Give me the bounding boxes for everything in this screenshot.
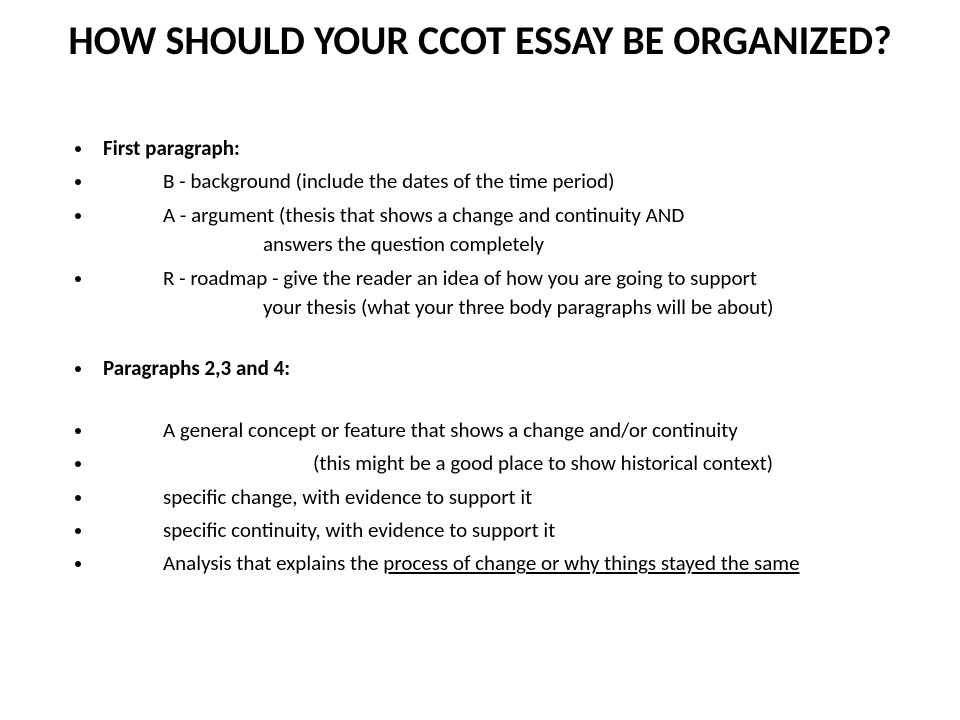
b-background-line: B - background (include the dates of the… [103, 167, 614, 196]
bullet-icon [75, 495, 81, 501]
spacer [75, 388, 910, 416]
bullet-icon [75, 461, 81, 467]
list-item: Analysis that explains the process of ch… [75, 549, 910, 578]
slide-content: First paragraph: B - background (include… [50, 134, 910, 579]
list-item: R - roadmap - give the reader an idea of… [75, 264, 910, 323]
slide: HOW SHOULD YOUR CCOT ESSAY BE ORGANIZED?… [0, 0, 960, 720]
list-item: specific continuity, with evidence to su… [75, 516, 910, 545]
general-concept-line: A general concept or feature that shows … [103, 416, 738, 445]
section-header-first-paragraph: First paragraph: [103, 134, 240, 163]
bullet-icon [75, 213, 81, 219]
a-argument-line: A - argument (thesis that shows a change… [103, 201, 684, 260]
spacer [75, 326, 910, 354]
bullet-icon [75, 276, 81, 282]
list-item: A general concept or feature that shows … [75, 416, 910, 445]
bullet-icon [75, 561, 81, 567]
section-header-paragraphs-234: Paragraphs 2,3 and 4: [103, 354, 290, 383]
list-item: (this might be a good place to show hist… [75, 449, 910, 478]
list-item: A - argument (thesis that shows a change… [75, 201, 910, 260]
specific-continuity-line: specific continuity, with evidence to su… [103, 516, 555, 545]
bullet-icon [75, 366, 81, 372]
list-item: Paragraphs 2,3 and 4: [75, 354, 910, 383]
specific-change-line: specific change, with evidence to suppor… [103, 483, 532, 512]
r-roadmap-line: R - roadmap - give the reader an idea of… [103, 264, 774, 323]
bullet-icon [75, 428, 81, 434]
bullet-icon [75, 146, 81, 152]
list-item: B - background (include the dates of the… [75, 167, 910, 196]
bullet-icon [75, 528, 81, 534]
analysis-line: Analysis that explains the process of ch… [103, 549, 800, 578]
historical-context-line: (this might be a good place to show hist… [103, 449, 773, 478]
list-item: First paragraph: [75, 134, 910, 163]
slide-title: HOW SHOULD YOUR CCOT ESSAY BE ORGANIZED? [50, 18, 910, 64]
list-item: specific change, with evidence to suppor… [75, 483, 910, 512]
bullet-icon [75, 179, 81, 185]
